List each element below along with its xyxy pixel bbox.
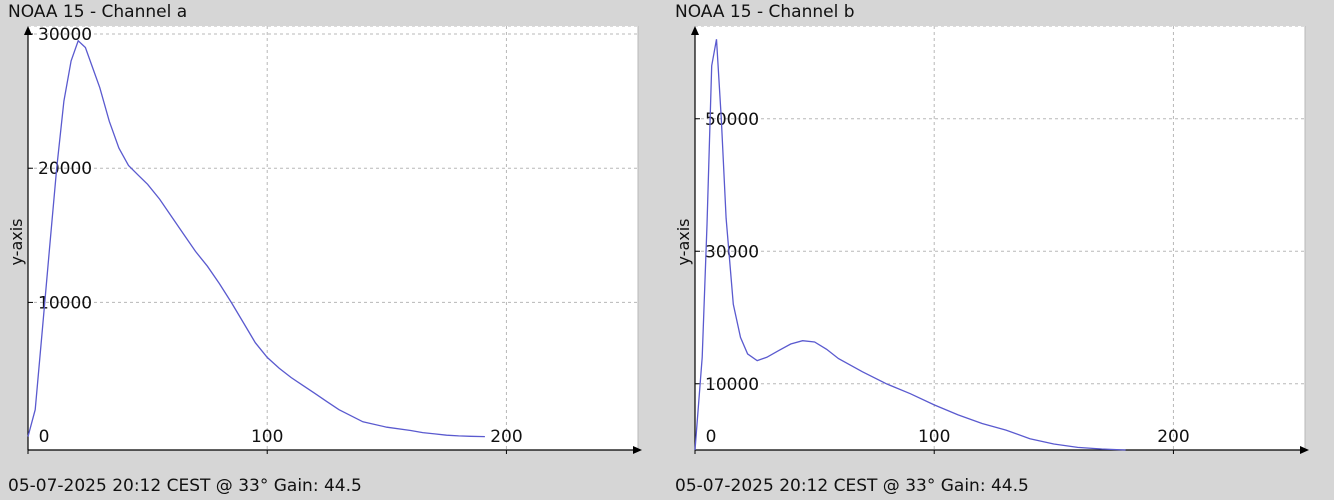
channel-b-x-tick-label-2: 200 [1157,427,1189,447]
channel-a-y-tick-label-1: 20000 [38,159,92,179]
channel-a-chart: 0 100 200 10000 20000 30000 y-axis [7,26,642,454]
channel-a-series-line-0 [27,39,485,438]
channel-b-chart: 0 100 200 10000 30000 50000 y-axis [674,26,1309,454]
channel-b-y-tick-label-1: 30000 [705,242,759,262]
channel-b-y-axis-arrow [691,26,699,35]
channel-b-y-axis-label: y-axis [674,218,693,265]
channel-a-plot-area [28,26,638,450]
channel-b-series-line-0 [694,39,1126,451]
channel-a-title: NOAA 15 - Channel a [8,2,188,22]
channel-b-x-tick-label-1: 100 [918,427,950,447]
channel-a-y-tick-label-0: 10000 [38,293,92,313]
channel-b-y-tick-label-0: 10000 [705,375,759,395]
channel-a-y-axis-arrow [24,26,32,35]
channel-b-plot-area [695,26,1305,450]
channel-b-y-tick-label-2: 50000 [705,110,759,130]
channel-b-panel: NOAA 15 - Channel b 0 100 200 10000 30000 500… [667,0,1334,500]
channel-a-x-axis-arrow [633,446,642,454]
channel-a-x-tick-label-2: 200 [490,427,522,447]
channel-b-title: NOAA 15 - Channel b [675,2,855,22]
channel-a-y-axis-label: y-axis [7,218,26,265]
channel-b-footer: 05-07-2025 20:12 CEST @ 33° Gain: 44.5 [675,476,1029,496]
channel-b-x-tick-label-0: 0 [706,427,717,447]
channel-a-panel: NOAA 15 - Channel a 0 100 200 10000 20000 300… [7,2,642,496]
channel-a-x-tick-label-0: 0 [39,427,50,447]
channel-a-footer: 05-07-2025 20:12 CEST @ 33° Gain: 44.5 [8,476,362,496]
channel-b-x-axis-arrow [1300,446,1309,454]
channel-a-x-tick-label-1: 100 [251,427,283,447]
channel-a-y-tick-label-2: 30000 [38,26,92,45]
